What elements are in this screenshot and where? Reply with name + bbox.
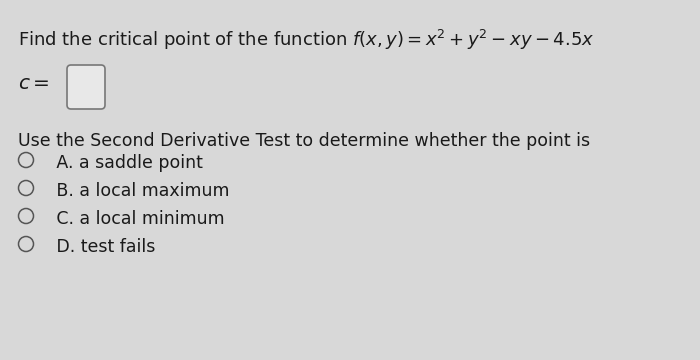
Text: Use the Second Derivative Test to determine whether the point is: Use the Second Derivative Test to determ… [18,132,590,150]
Circle shape [18,180,34,195]
Text: Find the critical point of the function $f(x, y) = x^2 + y^2 - xy - 4.5x$: Find the critical point of the function … [18,28,594,52]
Circle shape [18,237,34,252]
Circle shape [18,153,34,167]
Circle shape [18,208,34,224]
Text: A. a saddle point: A. a saddle point [39,154,203,172]
Text: D. test fails: D. test fails [39,238,155,256]
FancyBboxPatch shape [67,65,105,109]
Text: C. a local minimum: C. a local minimum [39,210,225,228]
Text: B. a local maximum: B. a local maximum [39,182,230,200]
Text: $c=$: $c=$ [18,74,50,93]
